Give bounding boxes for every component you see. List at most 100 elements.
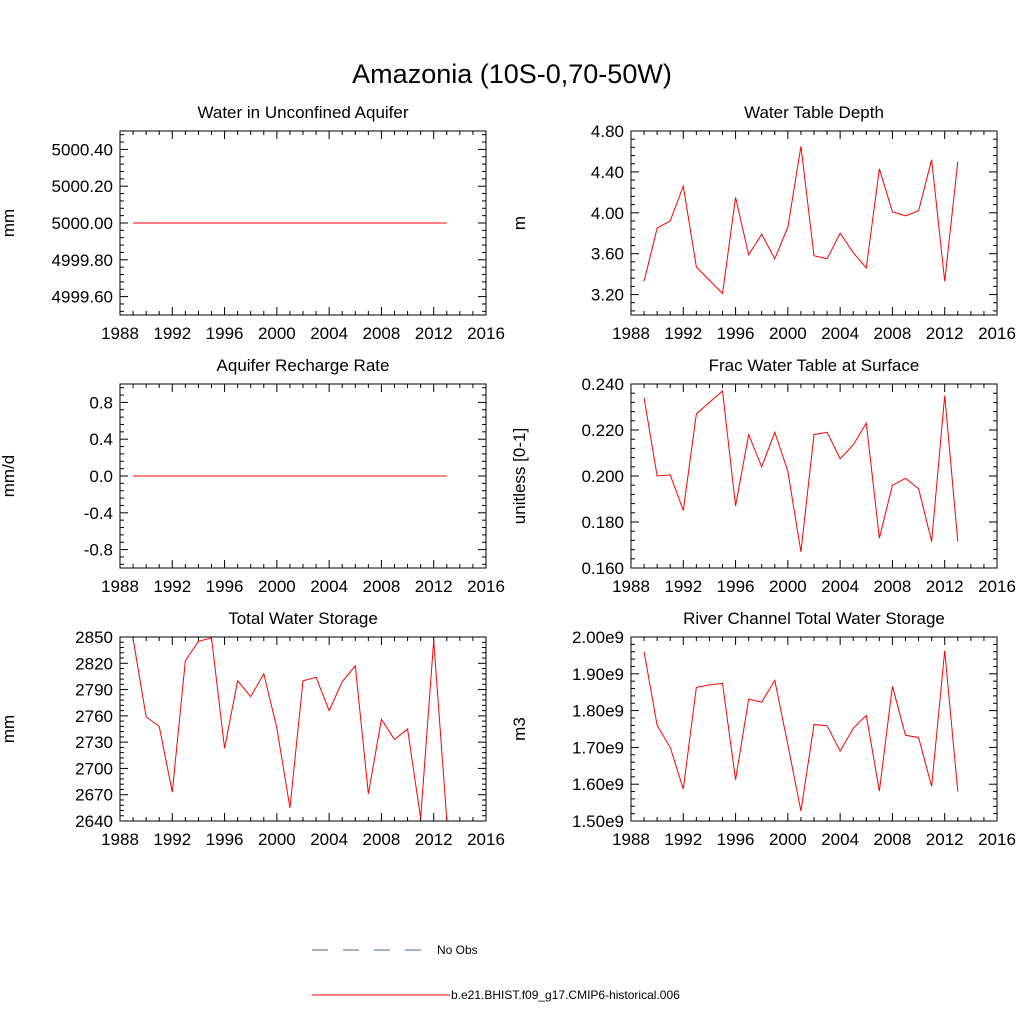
x-tick-label: 2008 [874,830,912,849]
data-series-line [643,389,959,552]
y-tick-label: 2760 [75,707,113,726]
x-tick-label: 2016 [978,324,1016,343]
y-tick-label: -0.8 [84,541,113,560]
x-tick-label: 1988 [612,577,650,596]
x-tick-label: 2012 [415,324,453,343]
legend-obs-label: No Obs [437,943,478,957]
legend-model-label: b.e21.BHIST.f09_g17.CMIP6-historical.006 [451,988,680,1002]
y-tick-label: 0.240 [581,375,624,394]
x-tick-label: 2000 [258,830,296,849]
x-tick-label: 2008 [363,577,401,596]
x-tick-label: 1996 [206,324,244,343]
x-tick-label: 2012 [415,830,453,849]
y-tick-label: 0.160 [581,559,624,578]
x-tick-label: 2016 [978,830,1016,849]
x-tick-label: 2016 [467,830,505,849]
x-tick-label: 2016 [467,324,505,343]
chart-panel: Water Table Depth m 1988 1992 1996 2000 2004 20… [510,103,1016,343]
data-series-line [643,650,959,812]
y-tick-label: 2790 [75,681,113,700]
y-axis-label: mm [0,209,18,237]
y-axis-label: m3 [510,717,529,741]
panel-title: River Channel Total Water Storage [683,609,945,628]
y-tick-label: 3.20 [591,286,624,305]
y-tick-label: 4999.60 [52,288,113,307]
x-tick-label: 2000 [258,577,296,596]
y-tick-label: 1.90e9 [572,665,624,684]
x-tick-label: 1988 [612,324,650,343]
x-tick-label: 2016 [467,577,505,596]
y-axis-label: mm [0,715,18,743]
y-tick-label: 4.40 [591,163,624,182]
y-tick-label: 4999.80 [52,251,113,270]
x-tick-label: 1992 [664,577,702,596]
x-tick-label: 1988 [101,324,139,343]
chart-panel: Total Water Storage mm 1988 1992 1996 2000 200… [0,609,505,849]
y-tick-label: 3.60 [591,245,624,264]
y-tick-label: 2670 [75,786,113,805]
y-tick-label: 4.80 [591,122,624,141]
plot-frame [119,636,487,822]
y-tick-label: 0.200 [581,467,624,486]
x-tick-label: 2004 [821,577,859,596]
y-tick-label: 2.00e9 [572,628,624,647]
y-tick-label: 0.4 [89,430,113,449]
chart-panel: Aquifer Recharge Rate mm/d 1988 1992 1996 200… [0,356,505,596]
y-tick-label: 1.50e9 [572,812,624,831]
y-tick-label: 0.8 [89,393,113,412]
x-tick-label: 1988 [101,830,139,849]
y-tick-label: 2850 [75,628,113,647]
y-tick-label: 5000.00 [52,214,113,233]
y-axis-label: mm/d [0,455,18,498]
x-tick-label: 2004 [310,577,348,596]
panel-title: Water Table Depth [744,103,884,122]
plot-frame [630,130,998,316]
data-series-line [132,637,448,821]
x-tick-label: 2008 [363,830,401,849]
x-tick-label: 1992 [664,324,702,343]
x-tick-label: 2012 [926,324,964,343]
plot-frame [630,636,998,822]
y-tick-label: 0.220 [581,421,624,440]
x-tick-label: 2004 [310,324,348,343]
panel-title: Frac Water Table at Surface [709,356,920,375]
x-tick-label: 1996 [206,830,244,849]
chart-panel: Frac Water Table at Surface unitless [0-1… [510,356,1016,596]
legend: No Obs b.e21.BHIST.f09_g17.CMIP6-histori… [312,943,680,1002]
x-tick-label: 2000 [769,577,807,596]
x-tick-label: 2012 [926,577,964,596]
x-tick-label: 2008 [874,324,912,343]
x-tick-label: 2012 [926,830,964,849]
figure-title: Amazonia (10S-0,70-50W) [352,59,672,89]
y-axis-label: unitless [0-1] [510,428,529,524]
panel-title: Aquifer Recharge Rate [217,356,390,375]
x-tick-label: 2000 [769,830,807,849]
y-tick-label: 0.180 [581,513,624,532]
x-tick-label: 2000 [258,324,296,343]
x-tick-label: 1988 [101,577,139,596]
x-tick-label: 2004 [310,830,348,849]
x-tick-label: 1996 [206,577,244,596]
x-tick-label: 1992 [664,830,702,849]
y-tick-label: 1.60e9 [572,775,624,794]
y-tick-label: 4.00 [591,204,624,223]
x-tick-label: 2004 [821,830,859,849]
panels: Water in Unconfined Aquifer mm 1988 1992 199… [0,103,1016,849]
y-tick-label: 1.70e9 [572,738,624,757]
panel-title: Total Water Storage [228,609,378,628]
plot-frame [630,383,998,569]
x-tick-label: 2008 [874,577,912,596]
y-tick-label: 2700 [75,759,113,778]
chart-panel: Water in Unconfined Aquifer mm 1988 1992 199… [0,103,505,343]
y-tick-label: -0.4 [84,504,113,523]
x-tick-label: 2008 [363,324,401,343]
y-tick-label: 2730 [75,733,113,752]
y-tick-label: 0.0 [89,467,113,486]
x-tick-label: 2016 [978,577,1016,596]
y-tick-label: 5000.40 [52,140,113,159]
x-tick-label: 1992 [153,830,191,849]
x-tick-label: 1992 [153,577,191,596]
x-tick-label: 1996 [717,830,755,849]
